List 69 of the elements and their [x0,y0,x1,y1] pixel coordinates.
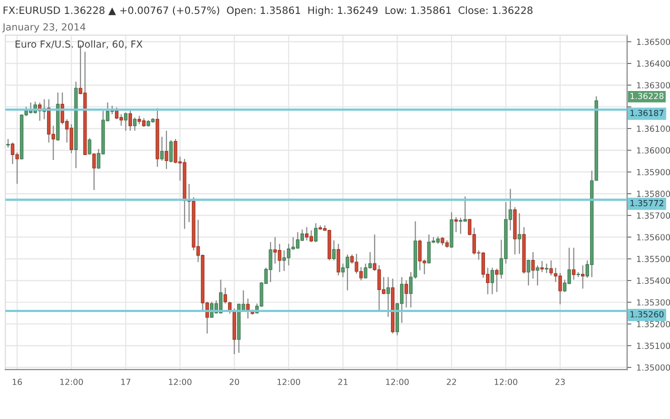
candlestick [169,140,173,163]
candlestick [544,263,548,274]
y-tick-label: 1.35500 [637,256,670,262]
candlestick [463,196,467,222]
candlestick [336,243,340,276]
chart-title: FX:EURUSD 1.36228 ▲ +0.00767 (+0.57%) Open: 1.35861 High: 1.36249 Low: 1.35861 Close: 1.36228 [4,6,532,16]
candlestick [536,264,540,286]
chart-subtitle: January 23, 2014 [2,23,86,32]
candlestick [495,268,499,293]
y-tick-label: 1.35200 [637,320,670,328]
candlestick [92,152,96,191]
candlestick [88,138,92,156]
annotation: Euro Fx/U.S. Dollar, 60, FX [16,40,142,49]
candlestick [531,252,535,280]
candlestick [427,234,431,264]
candlestick [576,272,580,278]
text: 1.36228 [630,92,664,100]
candlestick [124,112,128,132]
candlestick [224,287,228,304]
candlestick [454,216,458,233]
x-tick-label: 12:00 [386,378,409,386]
x-tick-label: 22 [446,378,456,385]
candlestick [540,260,544,273]
y-tick-label: 1.36300 [637,82,670,88]
candlestick [332,240,336,261]
y-tick-label: 1.36000 [637,147,670,154]
candlestick [314,222,318,243]
candlestick [133,116,137,132]
y-tick-label: 1.36500 [637,38,670,45]
y-tick-label: 1.35100 [637,342,670,349]
y-tick-label: 1.35900 [637,168,670,176]
candlestick [278,243,282,273]
candlestick [228,301,232,314]
candlestick [268,242,272,283]
candlestick [404,280,408,308]
candlestick [160,136,164,162]
candlestick [138,115,142,125]
x-tick-label: 12:00 [278,378,300,386]
y-tick-label: 1.35000 [637,364,670,371]
candlestick [558,272,562,305]
candlestick [526,259,530,286]
y-tick-label: 1.36100 [637,126,670,132]
x-tick-label: 21 [338,378,348,385]
x-tick-label: 12:00 [494,378,518,386]
candlestick [119,114,123,126]
y-tick-label: 1.35600 [637,234,670,240]
candlestick [128,110,132,132]
y-tick-label: 1.36400 [637,60,670,67]
candlestick [418,239,422,271]
candlestick [164,130,168,170]
ref-line-label: 1.36187 [630,110,664,116]
candlestick [572,247,576,280]
x-tick-label: 16 [12,378,22,386]
y-tick-label: 1.35800 [637,190,670,197]
x-tick-label: 17 [121,378,130,385]
ref-line-label: 1.35260 [630,311,664,318]
candlestick [246,298,250,320]
candlestick [490,267,494,295]
y-tick-label: 1.35700 [637,212,670,219]
candlestick [518,212,522,254]
candlestick [386,276,390,318]
y-tick-label: 1.35400 [637,278,670,284]
y-tick-label: 1.35300 [637,299,670,306]
ref-line-label: 1.35772 [630,200,664,206]
candlestick [581,264,585,290]
x-tick-label: 23 [555,378,565,386]
x-tick-label: 20 [230,378,240,386]
x-tick-label: 12:00 [60,378,83,386]
x-tick-label: 12:00 [168,378,192,386]
